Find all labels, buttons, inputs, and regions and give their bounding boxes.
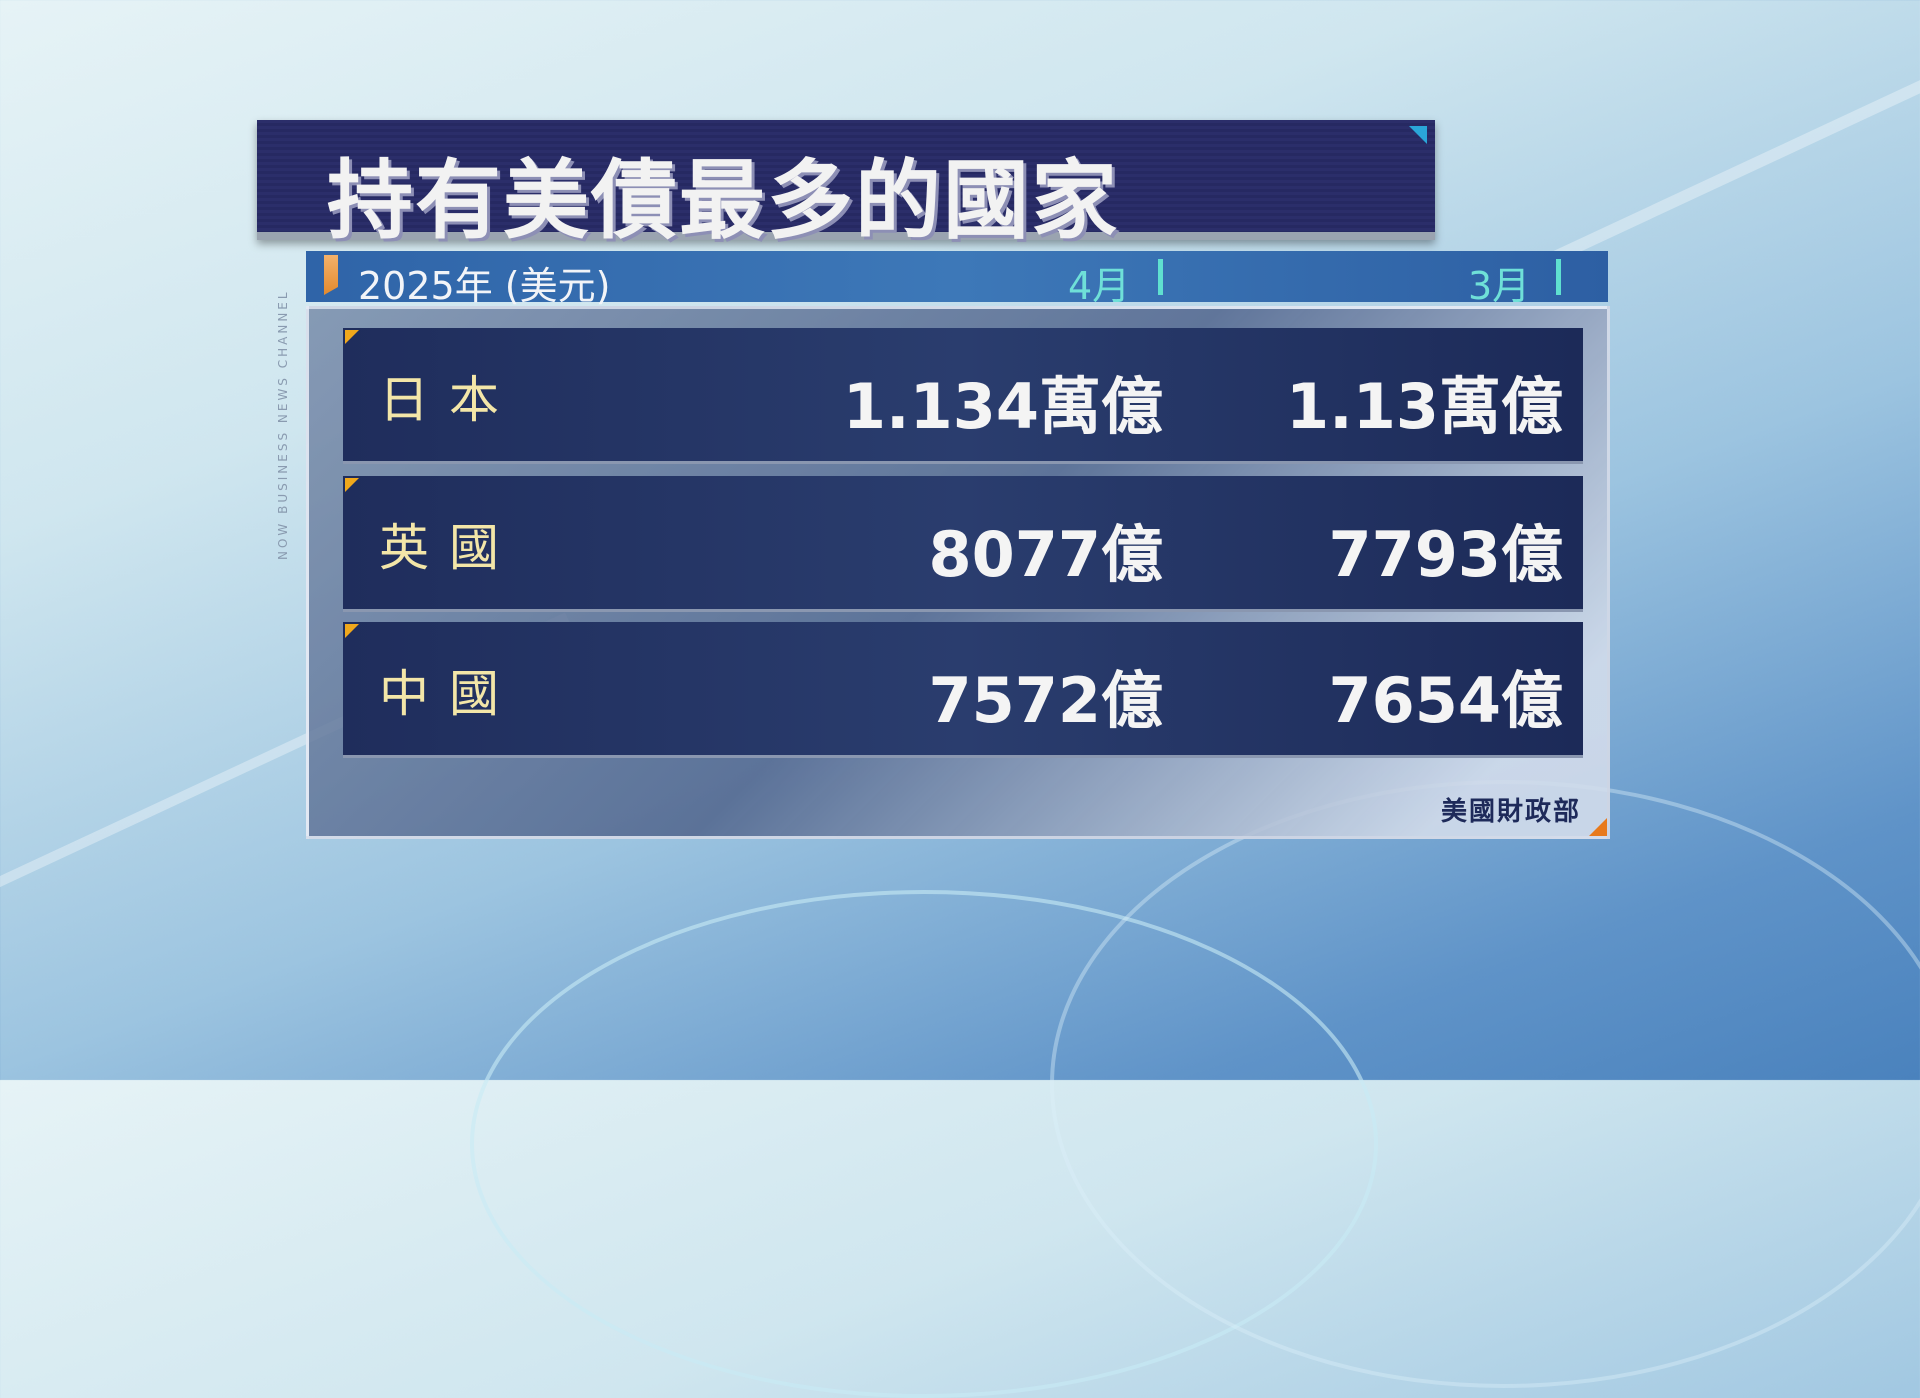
table-header: 2025年 (美元) 4月 3月 xyxy=(306,251,1608,308)
april-value: 1.134萬億 xyxy=(842,370,1163,443)
march-value: 1.13萬億 xyxy=(1286,370,1563,443)
table-row: 中國 7572億 7654億 xyxy=(343,622,1583,758)
country-name: 中國 xyxy=(379,665,519,723)
column-marker-icon xyxy=(1158,259,1163,295)
corner-accent-icon xyxy=(1589,818,1607,836)
march-value: 7654億 xyxy=(1328,664,1563,737)
table-row: 英國 8077億 7793億 xyxy=(343,476,1583,612)
corner-accent-icon xyxy=(1409,126,1427,144)
row-corner-icon xyxy=(345,624,359,638)
data-panel: 日本 1.134萬億 1.13萬億 英國 8077億 7793億 中國 7572… xyxy=(306,306,1610,839)
column-marker-icon xyxy=(1556,259,1561,295)
column-header-march: 3月 xyxy=(1468,264,1531,308)
background-arc xyxy=(1050,780,1920,1388)
flag-marker-icon xyxy=(324,255,338,295)
row-corner-icon xyxy=(345,478,359,492)
row-corner-icon xyxy=(345,330,359,344)
april-value: 8077億 xyxy=(928,518,1163,591)
source-label: 美國財政部 xyxy=(1440,797,1581,827)
april-value: 7572億 xyxy=(928,664,1163,737)
page-title: 持有美債最多的國家 xyxy=(327,151,1119,251)
background-stripe xyxy=(1520,54,1920,278)
channel-side-label: NOW BUSINESS NEWS CHANNEL xyxy=(276,289,290,560)
year-currency-label: 2025年 (美元) xyxy=(358,264,611,308)
country-name: 英國 xyxy=(379,519,519,577)
table-row: 日本 1.134萬億 1.13萬億 xyxy=(343,328,1583,464)
column-header-april: 4月 xyxy=(1068,264,1131,308)
country-name: 日本 xyxy=(379,371,519,429)
title-bar: 持有美債最多的國家 xyxy=(257,120,1435,251)
march-value: 7793億 xyxy=(1328,518,1563,591)
